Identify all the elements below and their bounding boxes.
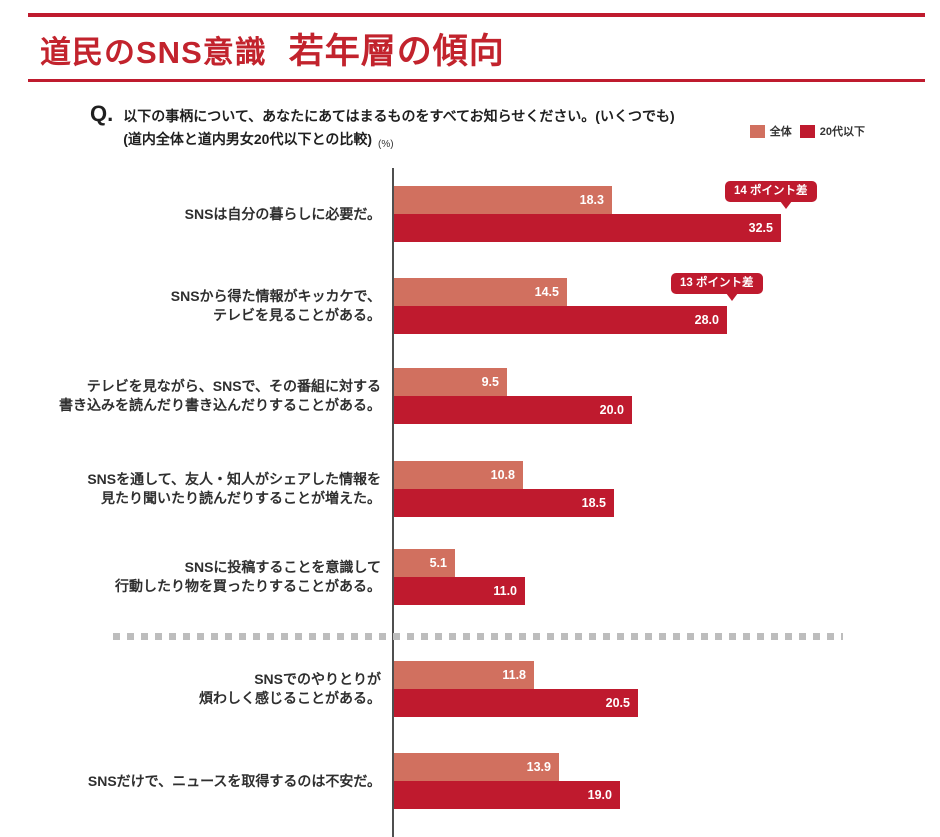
category-label: SNSだけで、ニュースを取得するのは不安だ。 bbox=[87, 772, 381, 789]
category-label: SNSから得た情報がキッカケで、 テレビを見ることがある。 bbox=[170, 288, 381, 323]
section-divider bbox=[113, 633, 843, 640]
bar-young: 20.5 bbox=[394, 689, 638, 717]
chart-axis-line bbox=[392, 168, 394, 837]
bar-value-label: 18.5 bbox=[581, 496, 606, 510]
header-bottom-rule bbox=[28, 79, 925, 82]
category-label: SNSは自分の暮らしに必要だ。 bbox=[184, 205, 381, 222]
survey-question: Q. 以下の事柄について、あなたにあてはまるものをすべてお知らせください。(いく… bbox=[90, 102, 940, 151]
chart-row: SNSに投稿することを意識して 行動したり物を買ったりすることがある。 5.1 11… bbox=[0, 549, 940, 605]
bar-overall: 10.8 bbox=[394, 461, 523, 489]
bar-value-label: 9.5 bbox=[481, 375, 499, 389]
bar-overall: 14.5 bbox=[394, 278, 567, 306]
bar-young: 32.5 bbox=[394, 214, 781, 242]
bar-young: 20.0 bbox=[394, 396, 632, 424]
page-title-part2: 若年層の傾向 bbox=[288, 32, 505, 71]
legend-swatch-young bbox=[799, 124, 815, 138]
legend-item-overall: 全体 bbox=[749, 123, 792, 139]
bar-overall: 13.9 bbox=[394, 753, 559, 781]
bar-young: 28.0 bbox=[394, 306, 727, 334]
legend-label-overall: 全体 bbox=[769, 126, 792, 138]
chart-row: SNSを通して、友人・知人がシェアした情報を 見たり聞いたり読んだりすることが増… bbox=[0, 461, 940, 517]
category-label: SNSでのやりとりが 煩わしく感じることがある。 bbox=[199, 671, 381, 706]
legend-label-young: 20代以下 bbox=[819, 126, 865, 138]
page-title-part1: 道民のSNS意識 bbox=[40, 35, 267, 70]
bar-value-label: 5.1 bbox=[429, 556, 447, 570]
bar-pair: 11.8 20.5 bbox=[394, 661, 940, 717]
category-label: テレビを見ながら、SNSで、その番組に対する 書き込みを読んだり書き込んだりする… bbox=[59, 378, 381, 413]
bar-young: 19.0 bbox=[394, 781, 620, 809]
chart-legend: 全体 20代以下 bbox=[749, 123, 865, 139]
bar-value-label: 20.0 bbox=[599, 403, 624, 417]
question-text: 以下の事柄について、あなたにあてはまるものをすべてお知らせください。(いくつでも… bbox=[123, 102, 674, 151]
bar-overall: 18.3 bbox=[394, 186, 612, 214]
bar-overall: 5.1 bbox=[394, 549, 455, 577]
chart-row: SNSでのやりとりが 煩わしく感じることがある。 11.8 20.5 bbox=[0, 661, 940, 717]
bar-pair: 9.5 20.0 bbox=[394, 368, 940, 424]
category-label: SNSに投稿することを意識して 行動したり物を買ったりすることがある。 bbox=[115, 559, 381, 594]
bar-pair: 13.9 19.0 bbox=[394, 753, 940, 809]
bar-pair: 10.8 18.5 bbox=[394, 461, 940, 517]
question-line1: 以下の事柄について、あなたにあてはまるものをすべてお知らせください。(いくつでも… bbox=[123, 108, 675, 124]
question-line2: (道内全体と道内男女20代以下との比較) bbox=[123, 131, 372, 147]
bar-pair: 14.5 28.0 13 ポイント差 bbox=[394, 273, 940, 334]
question-prefix: Q. bbox=[90, 101, 114, 126]
page-header: 道民のSNS意識 若年層の傾向 bbox=[28, 13, 925, 82]
legend-swatch-overall bbox=[749, 124, 765, 138]
bar-value-label: 10.8 bbox=[490, 468, 515, 482]
bar-overall: 9.5 bbox=[394, 368, 507, 396]
bar-young: 11.0 bbox=[394, 577, 525, 605]
difference-badge: 14 ポイント差 bbox=[725, 181, 817, 209]
chart-row: テレビを見ながら、SNSで、その番組に対する 書き込みを読んだり書き込んだりする… bbox=[0, 368, 940, 424]
bar-value-label: 28.0 bbox=[694, 313, 719, 327]
bar-value-label: 14.5 bbox=[534, 285, 559, 299]
bar-value-label: 18.3 bbox=[579, 193, 604, 207]
page-title: 道民のSNS意識 若年層の傾向 bbox=[28, 17, 925, 79]
bar-value-label: 13.9 bbox=[526, 760, 551, 774]
bar-value-label: 20.5 bbox=[605, 696, 630, 710]
chart-row: SNSは自分の暮らしに必要だ。 18.3 32.5 14 ポイント差 bbox=[0, 181, 940, 242]
bar-overall: 11.8 bbox=[394, 661, 534, 689]
bar-value-label: 11.8 bbox=[502, 668, 526, 682]
bar-pair: 5.1 11.0 bbox=[394, 549, 940, 605]
chart-row: SNSから得た情報がキッカケで、 テレビを見ることがある。 14.5 28.0 13 … bbox=[0, 273, 940, 334]
header-top-rule bbox=[28, 13, 925, 17]
chart-row: SNSだけで、ニュースを取得するのは不安だ。 13.9 19.0 bbox=[0, 753, 940, 809]
bar-value-label: 19.0 bbox=[587, 788, 612, 802]
bar-chart: SNSは自分の暮らしに必要だ。 18.3 32.5 14 ポイント差 SNSから得た情報… bbox=[0, 168, 940, 837]
legend-item-young: 20代以下 bbox=[799, 123, 865, 139]
bar-value-label: 11.0 bbox=[493, 584, 517, 598]
axis-unit-label: (%) bbox=[378, 139, 394, 150]
bar-pair: 18.3 32.5 14 ポイント差 bbox=[394, 181, 940, 242]
bar-value-label: 32.5 bbox=[748, 221, 773, 235]
category-label: SNSを通して、友人・知人がシェアした情報を 見たり聞いたり読んだりすることが増… bbox=[87, 471, 381, 506]
bar-young: 18.5 bbox=[394, 489, 614, 517]
difference-badge: 13 ポイント差 bbox=[671, 273, 763, 301]
